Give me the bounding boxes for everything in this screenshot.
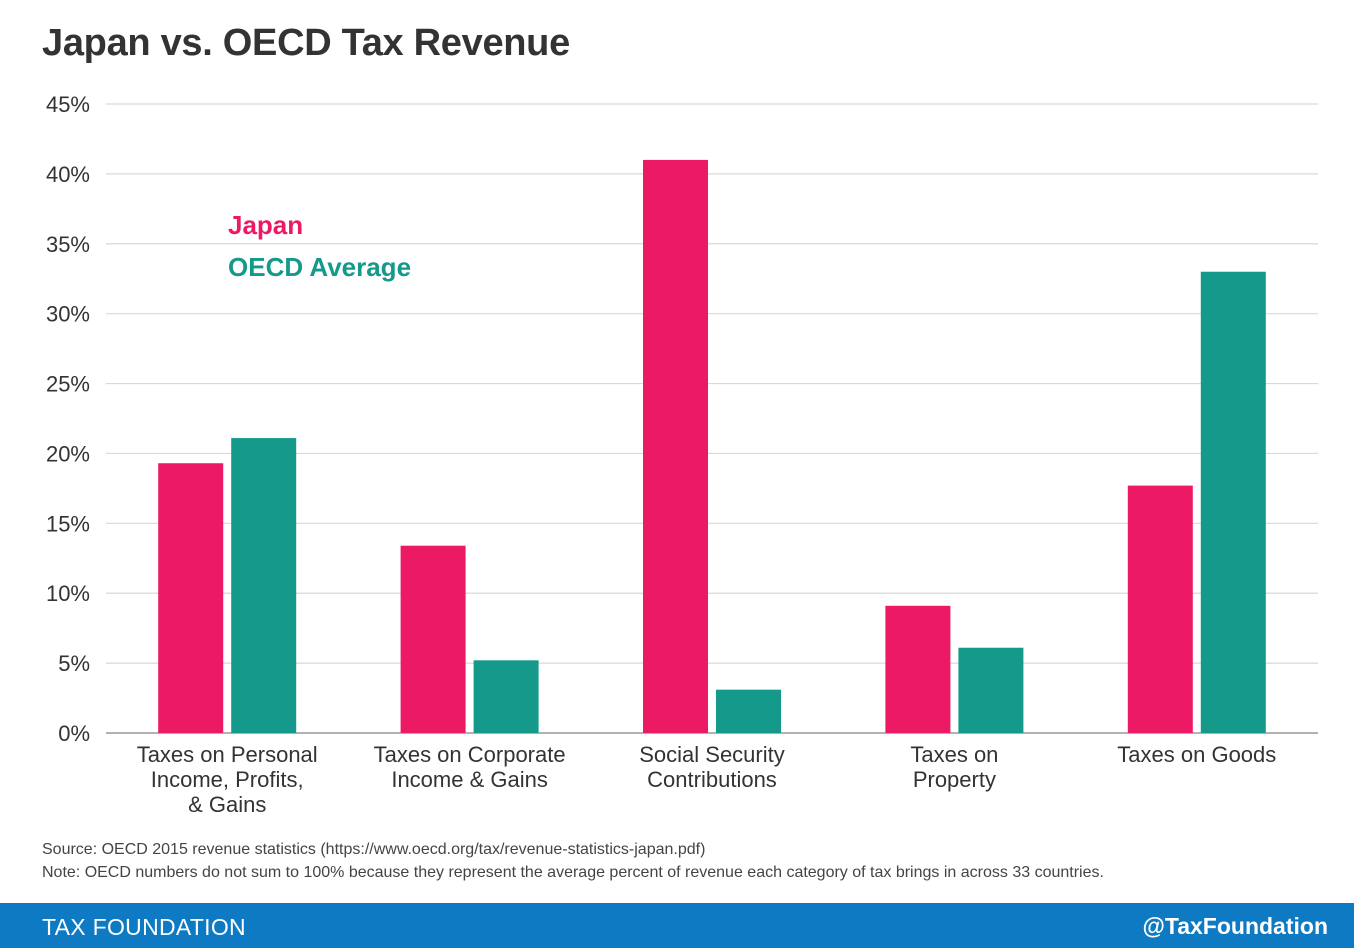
y-tick-label: 0%: [58, 721, 90, 746]
y-tick-label: 30%: [46, 302, 90, 327]
legend: Japan OECD Average: [228, 210, 411, 282]
bar-japan: [400, 545, 466, 733]
footnote: Note: OECD numbers do not sum to 100% be…: [42, 864, 1104, 881]
y-tick-label: 10%: [46, 581, 90, 606]
x-tick-label: Taxes on Property: [910, 742, 998, 792]
y-tick-label: 40%: [46, 162, 90, 187]
chart-notes: Source: OECD 2015 revenue statistics (ht…: [42, 838, 1104, 884]
x-tick-label: Taxes on Corporate Income & Gains: [374, 742, 566, 792]
y-tick-label: 25%: [46, 372, 90, 397]
brand-name: TAX FOUNDATION: [42, 914, 246, 940]
legend-oecd: OECD Average: [228, 252, 411, 282]
y-tick-label: 45%: [46, 92, 90, 117]
x-category-labels: Taxes on Personal Income, Profits, & Gains…: [137, 742, 1277, 817]
bar-oecd: [473, 660, 539, 733]
bar-japan: [643, 159, 708, 733]
footer-bar: TAX FOUNDATION @TaxFoundation: [0, 903, 1354, 948]
y-tick-label: 35%: [46, 232, 90, 257]
bar-chart: 0% 5% 10% 15% 20% 25% 30% 35% 40% 45% Taxes on Pe…: [46, 92, 1318, 817]
bar-oecd: [958, 647, 1024, 733]
y-tick-label: 20%: [46, 441, 90, 466]
bar-oecd: [231, 438, 297, 733]
bar-japan: [885, 605, 951, 733]
y-tick-labels: 0% 5% 10% 15% 20% 25% 30% 35% 40% 45%: [46, 92, 90, 746]
bar-oecd: [716, 689, 781, 733]
chart-title: Japan vs. OECD Tax Revenue: [42, 22, 570, 64]
bar-oecd: [1200, 271, 1266, 733]
bar-japan: [1127, 485, 1193, 733]
gridlines: [106, 103, 1318, 734]
x-tick-label: Social Security Contributions: [639, 742, 785, 792]
y-tick-label: 5%: [58, 651, 90, 676]
x-tick-label: Taxes on Personal Income, Profits, & Gains: [137, 742, 318, 817]
source-note: Source: OECD 2015 revenue statistics (ht…: [42, 841, 706, 858]
x-tick-label: Taxes on Goods: [1117, 742, 1276, 767]
y-tick-label: 15%: [46, 511, 90, 536]
social-handle[interactable]: @TaxFoundation: [1142, 913, 1328, 939]
legend-japan: Japan: [228, 210, 303, 240]
bar-japan: [158, 463, 224, 733]
bars: [158, 159, 1266, 733]
